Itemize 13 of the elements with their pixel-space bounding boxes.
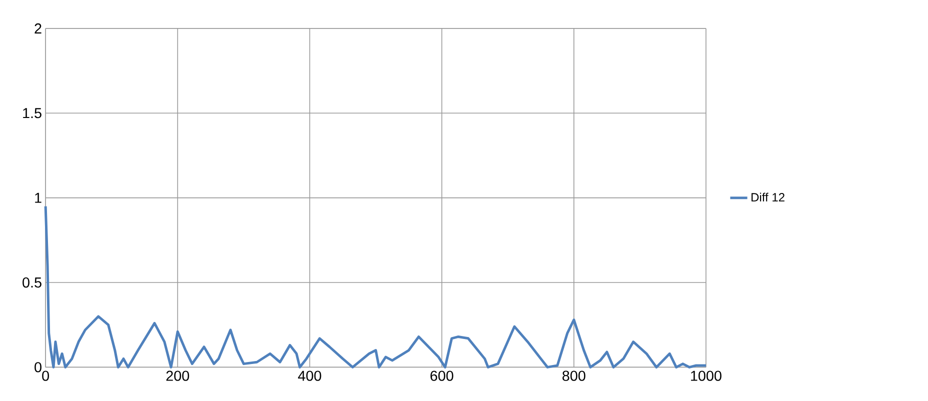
x-tick-label: 200 [166, 370, 190, 381]
x-tick-label: 400 [298, 370, 322, 381]
y-tick-label: 1.5 [23, 108, 42, 118]
legend-label: Diff 12 [752, 192, 784, 202]
y-tick-label: 1 [35, 192, 42, 203]
y-tick-label: 0 [34, 362, 42, 372]
x-tick-label: 800 [562, 370, 586, 381]
x-tick-label: 1000 [691, 370, 722, 381]
y-tick-label: 0.5 [22, 277, 42, 288]
y-tick-label: 2 [34, 23, 42, 34]
x-tick-label: 600 [430, 370, 454, 381]
line-series [44, 204, 708, 368]
x-tick-label: 0 [42, 370, 50, 381]
